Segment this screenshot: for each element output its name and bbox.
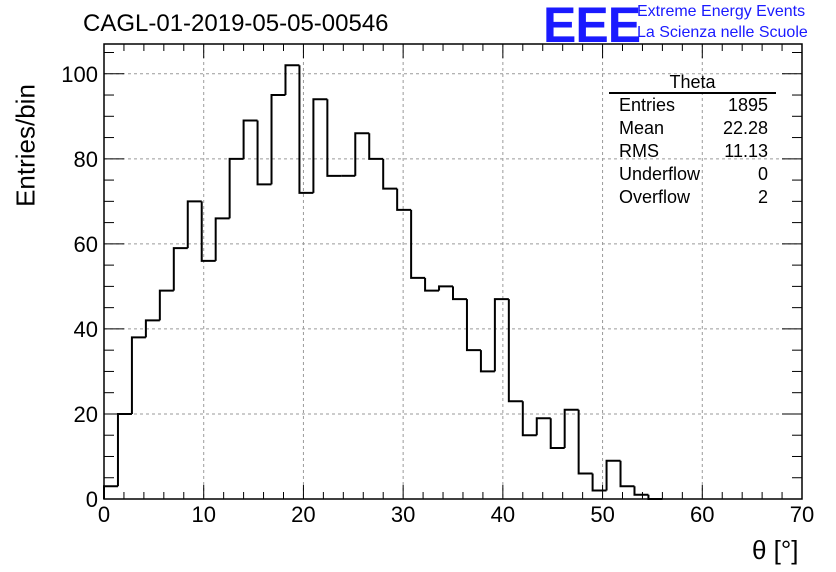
histogram-bin [619,460,635,488]
histogram-bin [326,99,342,177]
stat-value: 22.28 [722,118,768,138]
x-tick-label: 20 [291,502,315,527]
histogram-bin [354,132,370,176]
histogram-bin [549,418,565,449]
histogram-bin [298,65,314,194]
histogram-bin [396,188,412,211]
y-tick-label: 40 [74,317,98,342]
histogram-bin [438,285,453,291]
stat-value: 11.13 [724,141,768,161]
stat-label: Mean [619,118,665,138]
stats-box: Theta Entries 1895 Mean 22.28 RMS 11.13 Underf… [609,72,776,209]
stat-row-mean: Mean 22.28 [609,117,776,140]
histogram-bin [633,486,649,496]
histogram-bin [591,473,607,492]
stats-rows: Entries 1895 Mean 22.28 RMS 11.13 Underflow 0 Ov… [609,94,776,209]
stats-title: Theta [609,72,776,94]
y-tick-label: 20 [74,402,98,427]
histogram-bin [312,98,328,193]
histogram-bin [200,201,216,262]
x-tick-label: 40 [491,502,515,527]
histogram-bin [577,409,593,475]
chart-title: CAGL-01-2019-05-05-00546 [83,10,389,37]
histogram-bin [158,289,174,321]
x-tick-label: 0 [98,502,110,527]
histogram-bin [116,412,132,487]
y-tick-label: 100 [61,62,98,87]
stat-row-rms: RMS 11.13 [609,140,776,163]
x-tick-label: 10 [191,502,215,527]
stat-label: RMS [619,141,659,161]
stat-row-entries: Entries 1895 [609,94,776,117]
histogram-bin [521,401,537,437]
logo-line-2: La Scienza nelle Scuole [637,24,808,41]
histogram-bin [214,217,230,261]
histogram-bin [479,350,495,373]
x-tick-label: 50 [590,502,614,527]
x-tick-label: 60 [690,502,714,527]
histogram-bin [605,459,621,491]
stat-value: 0 [757,164,768,184]
histogram-bin [452,286,467,301]
histogram-bin [424,277,440,292]
eee-logo: EEE [543,0,641,53]
stat-label: Overflow [619,187,691,207]
x-axis-label: θ [°] [752,535,799,565]
plot-frame [103,43,803,500]
histogram-bin [368,133,384,160]
histogram-bin [284,64,300,96]
stat-value: 1895 [727,95,768,115]
histogram-bin [382,158,398,190]
stat-value: 2 [757,187,768,207]
histogram-bin [410,209,426,279]
histogram-bin [130,336,146,414]
y-axis-label: Entries/bin [10,84,41,207]
histogram-bin [465,299,481,352]
histogram-bin [144,319,160,338]
histogram-bin [563,408,579,448]
stat-row-overflow: Overflow 2 [609,186,776,209]
histogram-bin [186,200,202,249]
logo-line-1: Extreme Energy Events [637,3,806,20]
histogram-bin [507,299,523,403]
x-tick-label: 70 [790,502,814,527]
stat-label: Entries [619,95,676,115]
y-tick-label: 60 [74,232,98,257]
y-tick-label: 0 [86,487,98,512]
histogram-bin [172,247,188,291]
histogram-bin [535,417,551,436]
x-tick-label: 30 [391,502,415,527]
stat-row-underflow: Underflow 0 [609,163,776,186]
histogram-bin [103,485,118,499]
histogram-bin [493,298,509,372]
histogram-bin [647,494,663,500]
histogram-bin [270,94,286,185]
histogram-bin [242,119,258,159]
histogram-bin [228,157,244,219]
stat-label: Underflow [619,164,701,184]
y-tick-label: 80 [74,147,98,172]
histogram-bin [256,120,272,186]
